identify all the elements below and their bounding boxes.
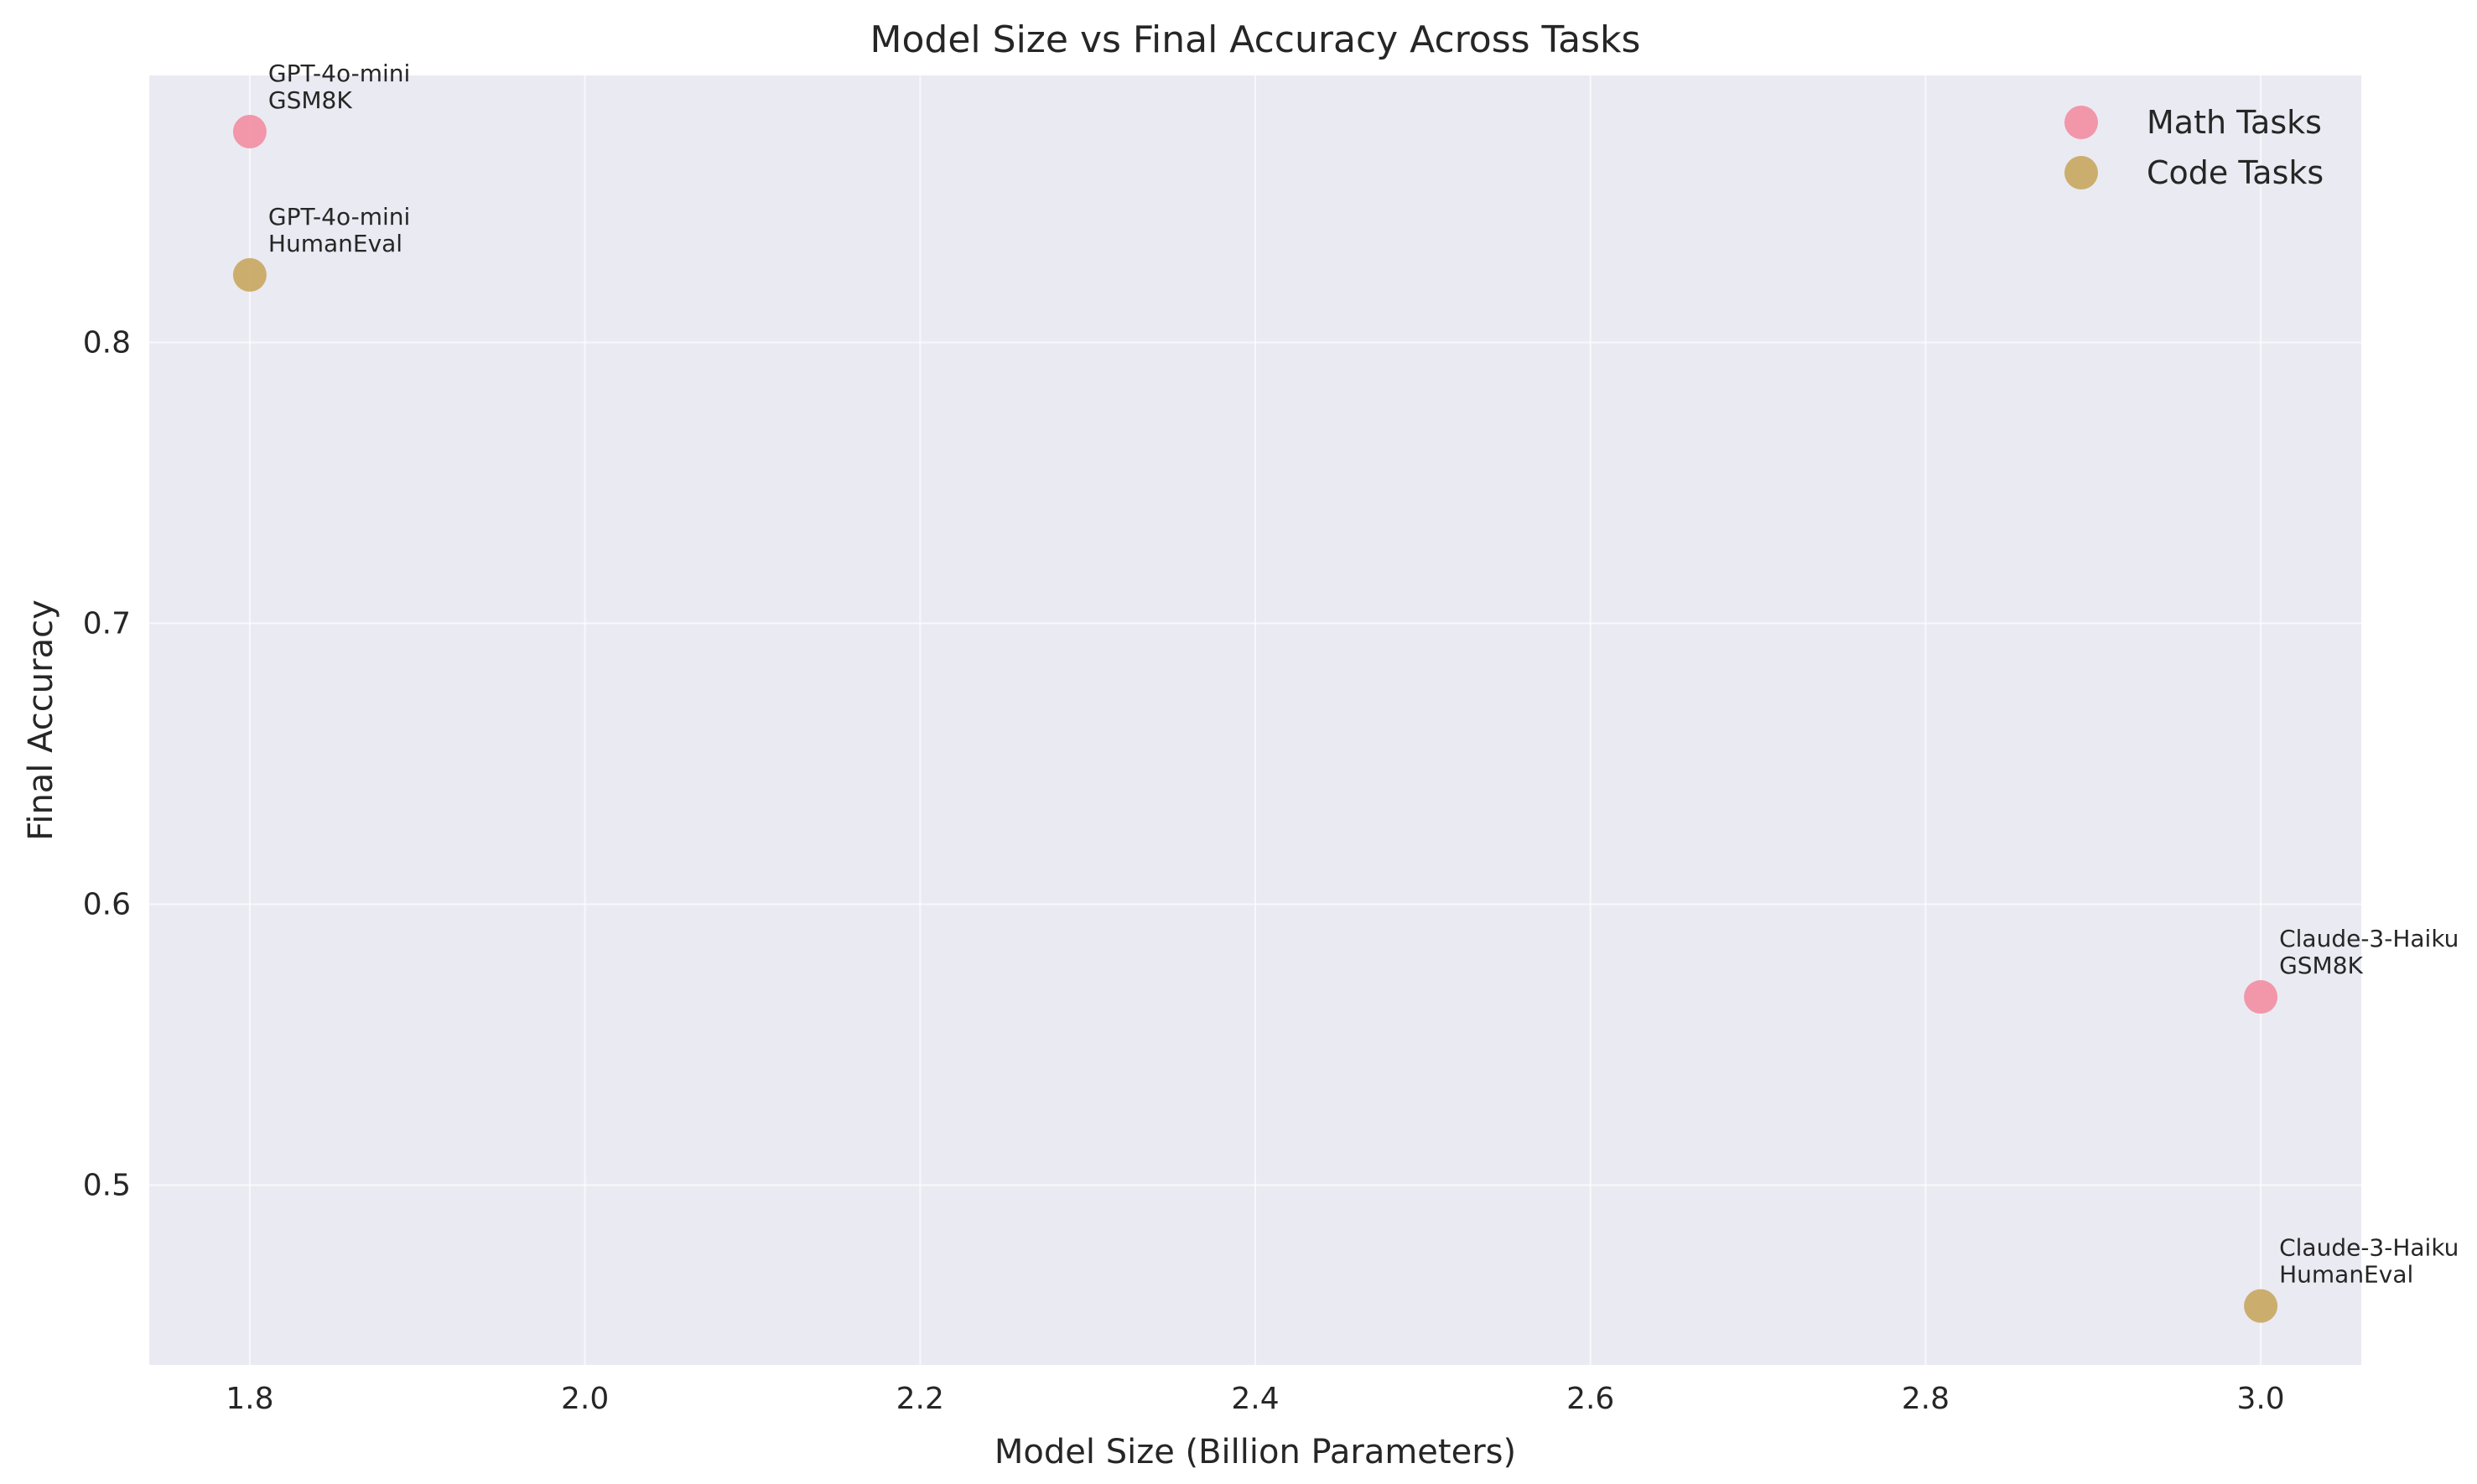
legend-marker bbox=[2064, 156, 2098, 189]
y-axis-ticks: 0.5 0.6 0.7 0.8 bbox=[83, 325, 131, 1202]
y-tick-label: 0.6 bbox=[83, 887, 131, 921]
chart-title: Model Size vs Final Accuracy Across Task… bbox=[870, 18, 1641, 61]
x-axis-label: Model Size (Billion Parameters) bbox=[994, 1433, 1516, 1471]
x-axis-ticks: 1.8 2.0 2.2 2.4 2.6 2.8 3.0 bbox=[226, 1382, 2284, 1416]
point-annotation-line: GPT-4o-mini bbox=[268, 60, 410, 87]
point-annotation-line: Claude-3-Haiku bbox=[2279, 1234, 2459, 1262]
data-point bbox=[2244, 1289, 2278, 1323]
data-point bbox=[2244, 980, 2278, 1014]
x-tick-label: 3.0 bbox=[2236, 1382, 2284, 1416]
point-annotations: GPT-4o-miniGSM8KClaude-3-HaikuGSM8KGPT-4… bbox=[268, 60, 2459, 1289]
legend-label: Code Tasks bbox=[2147, 154, 2324, 191]
point-annotation-line: GPT-4o-mini bbox=[268, 203, 410, 231]
point-annotation-line: GSM8K bbox=[268, 86, 352, 114]
point-annotation-line: HumanEval bbox=[268, 230, 402, 257]
y-tick-label: 0.8 bbox=[83, 325, 131, 360]
x-tick-label: 1.8 bbox=[226, 1382, 273, 1416]
legend-marker bbox=[2064, 106, 2098, 139]
x-tick-label: 2.6 bbox=[1566, 1382, 1614, 1416]
x-tick-label: 2.2 bbox=[896, 1382, 944, 1416]
legend: Math Tasks Code Tasks bbox=[2064, 104, 2324, 191]
x-tick-label: 2.4 bbox=[1231, 1382, 1279, 1416]
y-axis-label: Final Accuracy bbox=[22, 599, 60, 841]
grid bbox=[149, 75, 2361, 1365]
data-point bbox=[232, 257, 267, 292]
x-tick-label: 2.0 bbox=[561, 1382, 609, 1416]
y-tick-label: 0.7 bbox=[83, 606, 131, 641]
x-tick-label: 2.8 bbox=[1902, 1382, 1950, 1416]
y-tick-label: 0.5 bbox=[83, 1169, 131, 1203]
point-annotation-line: Claude-3-Haiku bbox=[2279, 925, 2459, 952]
data-point bbox=[232, 115, 267, 149]
data-points bbox=[232, 115, 2278, 1323]
point-annotation-line: GSM8K bbox=[2279, 952, 2363, 979]
point-annotation-line: HumanEval bbox=[2279, 1261, 2413, 1289]
legend-label: Math Tasks bbox=[2147, 104, 2322, 141]
